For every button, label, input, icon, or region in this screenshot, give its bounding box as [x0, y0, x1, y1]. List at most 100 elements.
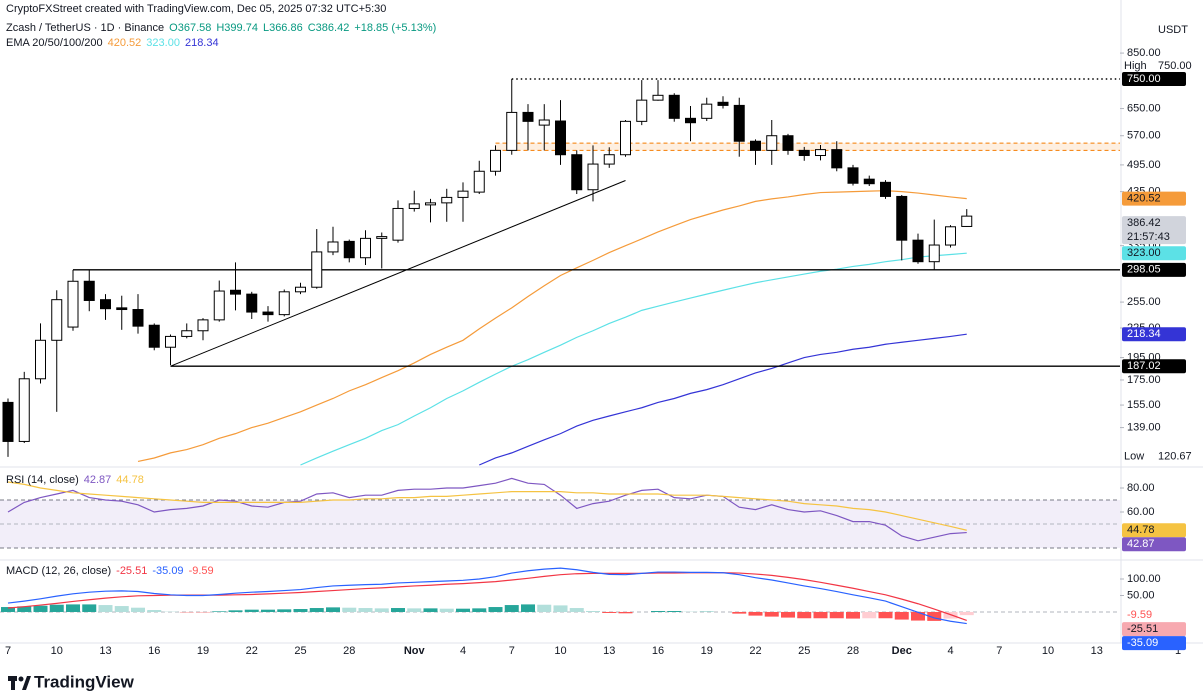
- candle-body: [733, 104, 745, 142]
- ema-badge: 420.52: [1127, 193, 1161, 205]
- symbol: Zcash / TetherUS · 1D · Binance: [6, 22, 165, 34]
- ema-legend: EMA 20/50/100/200 420.52 323.00 218.34: [6, 37, 219, 49]
- candle-body: [847, 167, 859, 184]
- candle-body: [343, 240, 355, 259]
- trendline: [170, 180, 626, 367]
- histogram-badge: -9.59: [1127, 609, 1152, 621]
- histogram-bar: [764, 611, 779, 617]
- candle-body: [2, 401, 14, 442]
- histogram-bar: [212, 611, 227, 612]
- candle-body: [636, 99, 648, 122]
- last-price-badge-bg: [1122, 216, 1186, 245]
- histogram-bar: [862, 611, 877, 619]
- candle-body: [278, 291, 290, 316]
- candle-body: [652, 94, 664, 101]
- candle-body: [165, 335, 176, 348]
- legend-value: 44.78: [116, 474, 144, 486]
- histogram-bar: [456, 608, 470, 612]
- legend-value: -25.51: [116, 565, 148, 577]
- histogram-bar: [586, 610, 600, 612]
- y-tick-label: 139.00: [1127, 421, 1161, 433]
- ema-badge: 218.34: [1127, 328, 1161, 340]
- candle-body: [863, 178, 875, 185]
- candle-body: [522, 111, 534, 122]
- rsi-legend: RSI (14, close) 42.87 44.78: [6, 474, 144, 486]
- y-tick-label: 570.00: [1127, 130, 1161, 142]
- logo: TradingView: [8, 672, 135, 691]
- x-tick-label: 22: [246, 645, 258, 657]
- histogram-bar: [846, 611, 860, 619]
- candle-body: [360, 237, 371, 259]
- x-tick-label: Dec: [892, 645, 912, 657]
- histogram-bar: [17, 606, 32, 612]
- histogram-bar: [651, 610, 665, 612]
- candle-body: [197, 319, 209, 332]
- histogram-bar: [228, 610, 243, 612]
- histogram-bar: [147, 610, 162, 612]
- histogram-bar: [488, 607, 503, 612]
- rsi-badge-bg: [1122, 537, 1186, 552]
- x-tick-label: 13: [603, 645, 615, 657]
- histogram-bar: [504, 605, 519, 612]
- y-tick-label: 50.00: [1127, 589, 1155, 601]
- histogram-bar: [569, 608, 584, 612]
- candle-body: [246, 293, 258, 313]
- rsi-badge-bg: [1122, 523, 1186, 538]
- legend-value: 323.00: [146, 37, 180, 49]
- candle-body: [327, 241, 339, 253]
- y-tick-label: 80.00: [1127, 482, 1155, 494]
- histogram-bar: [472, 608, 487, 612]
- histogram-bar: [131, 607, 145, 612]
- ohlc-high: H399.74: [216, 22, 258, 34]
- histogram-bar: [813, 611, 828, 619]
- last-price-badge-sub: 21:57:43: [1127, 231, 1170, 243]
- candle-body: [392, 207, 404, 241]
- indicator-label: MACD (12, 26, close): [6, 565, 112, 577]
- candle-body: [473, 170, 485, 193]
- x-tick-label: 28: [343, 645, 355, 657]
- macd-legend: MACD (12, 26, close) -25.51 -35.09 -9.59: [6, 565, 214, 577]
- ema-badge-bg: [1122, 191, 1186, 206]
- histogram-bar: [959, 611, 974, 616]
- candle-body: [67, 280, 79, 328]
- candle-body: [685, 117, 696, 124]
- x-tick-label: Nov: [404, 645, 426, 657]
- histogram-bar: [407, 608, 422, 612]
- candle-body: [750, 140, 761, 151]
- x-tick-label: 16: [148, 645, 160, 657]
- y-tick-label: 60.00: [1127, 506, 1155, 518]
- macd-badge: -35.09: [1127, 637, 1158, 649]
- ema-badge-bg: [1122, 327, 1186, 342]
- candle-body: [880, 181, 891, 197]
- symbol-line: Zcash / TetherUS · 1D · Binance O367.58 …: [6, 22, 436, 34]
- x-tick-label: 10: [1042, 645, 1054, 657]
- candle-body: [928, 244, 940, 263]
- logo-text: TradingView: [34, 672, 135, 691]
- zone: [495, 143, 1120, 151]
- rsi-line: [7, 481, 967, 531]
- histogram-bar: [943, 611, 958, 619]
- ema-line: [479, 333, 967, 466]
- macd-line: [7, 572, 967, 621]
- histogram-bar: [66, 604, 80, 612]
- histogram-bar: [423, 608, 438, 612]
- candle-body: [571, 154, 583, 191]
- candle-body: [457, 190, 469, 198]
- x-tick-label: 4: [947, 645, 953, 657]
- histogram-bar: [309, 608, 324, 612]
- histogram-bar: [49, 604, 64, 612]
- histogram-bar: [537, 604, 552, 612]
- change: +18.85 (+5.13%): [354, 22, 437, 34]
- x-tick-label: 7: [996, 645, 1002, 657]
- histogram-bar: [878, 611, 893, 619]
- candle-body: [181, 330, 193, 337]
- ema-line: [137, 190, 967, 463]
- legend-value: 420.52: [107, 37, 142, 49]
- candle-body: [945, 226, 956, 246]
- candle-body: [668, 94, 680, 119]
- credit: CryptoFXStreet created with TradingView.…: [6, 3, 387, 15]
- x-tick-label: 10: [51, 645, 63, 657]
- histogram-bar: [277, 609, 292, 612]
- candle-body: [116, 307, 128, 311]
